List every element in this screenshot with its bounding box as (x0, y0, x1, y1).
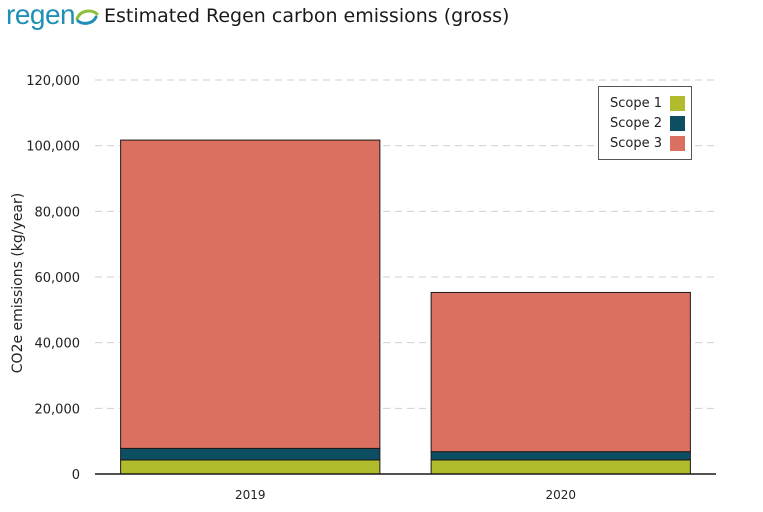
y-axis-title: CO2e emissions (kg/year) (10, 193, 26, 373)
regen-logo: regen (6, 0, 102, 37)
bar-scope-1-2020 (430, 459, 691, 475)
bar-scope-2-2020 (430, 451, 691, 461)
legend-item: Scope 3 (609, 133, 685, 153)
logo-wordmark: regen (6, 0, 76, 30)
x-tick-label: 2020 (545, 488, 576, 502)
legend-item: Scope 1 (609, 93, 685, 113)
y-tick-label: 100,000 (26, 140, 80, 155)
y-tick-label: 20,000 (35, 402, 81, 417)
y-tick-label: 120,000 (26, 74, 80, 89)
x-tick-label: 2019 (235, 488, 266, 502)
legend-label: Scope 3 (609, 135, 662, 151)
legend-item: Scope 2 (609, 113, 685, 133)
legend-swatch (670, 95, 685, 111)
y-tick-label: 40,000 (35, 337, 81, 352)
legend-label: Scope 2 (609, 115, 662, 131)
y-tick-label: 0 (72, 468, 80, 483)
legend-label: Scope 1 (609, 95, 662, 111)
chart-legend: Scope 1 Scope 2 Scope 3 (598, 86, 692, 160)
chart-title: Estimated Regen carbon emissions (gross) (104, 5, 510, 27)
bar-scope-3-2020 (430, 291, 691, 453)
y-tick-label: 80,000 (35, 205, 81, 220)
legend-swatch (670, 135, 685, 151)
y-tick-label: 60,000 (35, 271, 81, 286)
bar-scope-2-2019 (120, 447, 381, 461)
bar-scope-3-2019 (120, 139, 381, 449)
legend-swatch (670, 115, 685, 131)
logo-swirl-icon (75, 9, 99, 25)
bar-scope-1-2019 (120, 459, 381, 475)
